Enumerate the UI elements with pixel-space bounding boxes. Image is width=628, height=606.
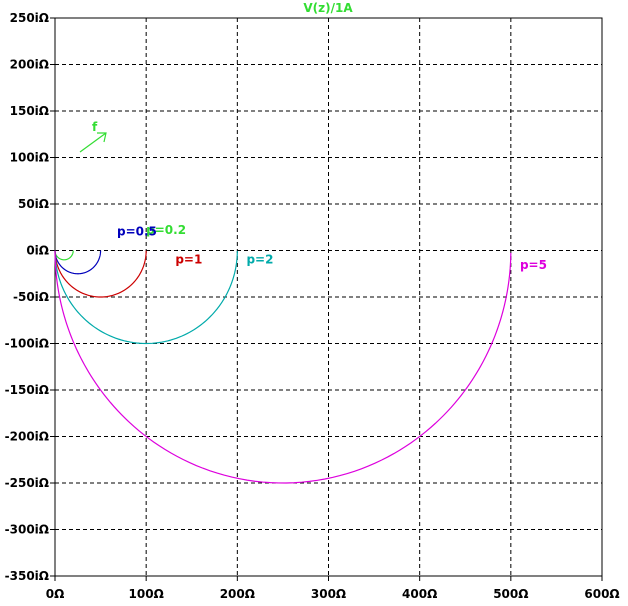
series-label-p=5: p=5 [520,258,547,272]
series-curves [54,250,512,484]
y-tick-label: -300iΩ [5,523,49,537]
y-tick-label: 250iΩ [10,11,49,25]
series-label-p=0.2: p=0.2 [146,223,186,237]
x-tick-label: 100Ω [129,587,164,601]
series-labels: p=0.2p=0.5 p=1 p=2 p=5 [117,223,547,272]
series-curve-p=0.5 [54,250,102,275]
y-tick-label: 200iΩ [10,58,49,72]
chart-title: V(z)/1A [303,1,353,15]
y-tick-label: -150iΩ [5,383,49,397]
x-tick-label: 400Ω [402,587,437,601]
frequency-arrow-shaft [79,132,107,153]
grid-lines [55,18,602,576]
series-label-p=0.5: p=0.5 [117,225,157,239]
x-tick-labels: 0Ω 100Ω 200Ω 300Ω 400Ω 500Ω 600Ω [46,576,620,601]
series-curve-p=0.2 [54,250,74,261]
y-tick-label: -100iΩ [5,337,49,351]
y-tick-label: 100iΩ [10,151,49,165]
series-curve-p=5 [54,250,512,484]
y-tick-label: -250iΩ [5,476,49,490]
x-tick-label: 0Ω [46,587,65,601]
y-tick-label: 50iΩ [18,197,49,211]
y-tick-label: -200iΩ [5,430,49,444]
y-tick-label: -50iΩ [13,290,49,304]
y-tick-label: 0iΩ [26,244,49,258]
x-tick-label: 300Ω [311,587,346,601]
series-label-p=2: p=2 [246,253,273,267]
x-tick-label: 600Ω [584,587,619,601]
frequency-arrow: f [79,120,107,153]
x-tick-label: 200Ω [220,587,255,601]
y-tick-label: 150iΩ [10,104,49,118]
y-tick-label: -350iΩ [5,569,49,583]
y-tick-labels: 250iΩ 200iΩ 150iΩ 100iΩ 50iΩ 0iΩ -50iΩ -100iΩ -1… [5,11,55,583]
series-label-p=1: p=1 [175,253,202,267]
frequency-arrow-head [97,132,107,143]
x-tick-label: 500Ω [493,587,528,601]
frequency-arrow-label: f [92,120,98,134]
series-curve-p=1 [54,250,147,298]
